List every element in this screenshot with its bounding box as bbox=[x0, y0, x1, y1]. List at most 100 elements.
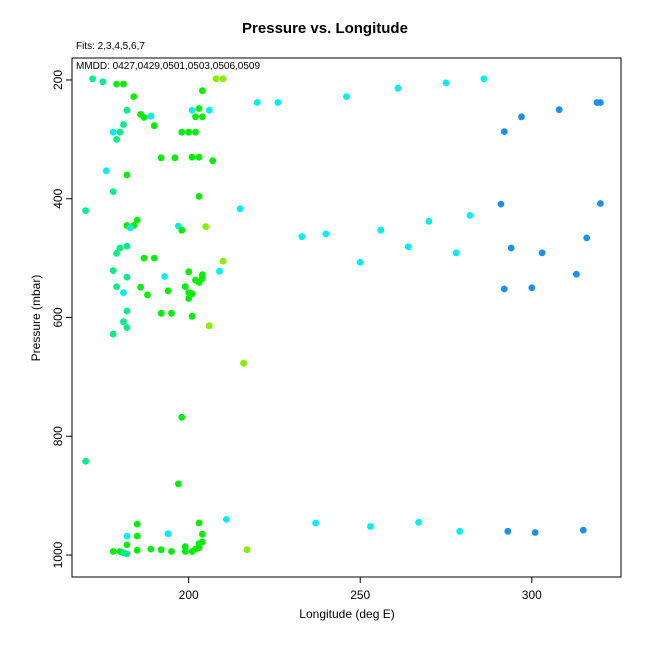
data-point bbox=[243, 546, 251, 554]
data-point bbox=[157, 546, 165, 554]
data-point bbox=[322, 230, 330, 238]
data-point bbox=[205, 106, 213, 114]
x-tick-label: 200 bbox=[179, 588, 199, 602]
data-point bbox=[133, 216, 141, 224]
data-point bbox=[188, 153, 196, 161]
y-tick-label: 1000 bbox=[51, 541, 65, 568]
data-point bbox=[223, 516, 230, 523]
data-point bbox=[113, 283, 120, 290]
data-point bbox=[504, 527, 512, 535]
data-point bbox=[195, 153, 203, 161]
data-point bbox=[178, 128, 186, 136]
data-point bbox=[109, 267, 117, 274]
data-point bbox=[178, 413, 186, 421]
data-point bbox=[219, 257, 227, 265]
data-point bbox=[312, 519, 319, 527]
data-point bbox=[377, 226, 385, 234]
plot-frame bbox=[71, 57, 622, 578]
data-point bbox=[123, 106, 131, 114]
data-point bbox=[113, 250, 120, 257]
data-point bbox=[404, 243, 412, 251]
data-point bbox=[298, 233, 306, 241]
data-point bbox=[82, 457, 90, 465]
x-tick-label: 300 bbox=[522, 588, 542, 602]
data-point bbox=[597, 99, 604, 106]
data-point bbox=[150, 254, 158, 262]
y-axis: 200 400 600 800 1000 bbox=[51, 70, 72, 568]
data-point bbox=[116, 128, 124, 136]
data-point bbox=[99, 78, 107, 86]
fits-subtitle: Fits: 2,3,4,5,6,7 bbox=[76, 41, 145, 52]
x-axis: 200 250 300 bbox=[179, 577, 542, 602]
data-point bbox=[157, 309, 165, 317]
data-point bbox=[123, 171, 131, 179]
data-point bbox=[140, 114, 148, 121]
chart-title: Pressure vs. Longitude bbox=[242, 20, 408, 37]
data-point bbox=[168, 309, 175, 317]
x-axis-title: Longitude (deg E) bbox=[299, 607, 394, 621]
y-tick-label: 200 bbox=[51, 70, 65, 90]
data-point bbox=[113, 80, 120, 88]
data-point bbox=[140, 254, 148, 262]
data-point bbox=[518, 113, 525, 121]
data-point bbox=[583, 234, 591, 242]
data-point bbox=[199, 538, 206, 546]
data-point bbox=[116, 244, 124, 252]
data-point bbox=[188, 106, 196, 114]
data-point bbox=[199, 274, 206, 282]
data-point bbox=[120, 121, 127, 128]
data-point bbox=[126, 224, 134, 232]
data-point bbox=[195, 193, 203, 200]
data-point bbox=[133, 532, 141, 540]
data-point bbox=[113, 136, 120, 143]
data-point bbox=[157, 154, 165, 162]
data-point bbox=[538, 249, 546, 257]
data-point bbox=[253, 99, 261, 106]
data-point bbox=[133, 546, 141, 554]
data-point bbox=[209, 157, 217, 165]
data-point bbox=[109, 548, 117, 555]
data-point bbox=[466, 212, 474, 219]
data-point bbox=[109, 128, 117, 136]
data-point bbox=[240, 359, 248, 367]
mmdd-annotation: MMDD: 0427,0429,0501,0503,0506,0509 bbox=[76, 61, 260, 72]
data-point bbox=[480, 75, 488, 83]
y-tick-label: 600 bbox=[51, 307, 65, 327]
y-tick-label: 400 bbox=[51, 188, 65, 208]
data-point bbox=[202, 223, 210, 231]
data-point bbox=[192, 128, 199, 136]
data-point bbox=[102, 167, 110, 175]
data-point bbox=[82, 207, 90, 215]
data-point bbox=[188, 290, 196, 298]
data-point bbox=[442, 79, 450, 87]
data-point bbox=[425, 217, 433, 225]
data-point bbox=[199, 530, 206, 538]
data-point bbox=[185, 268, 193, 276]
data-point bbox=[500, 128, 508, 136]
data-point bbox=[456, 527, 464, 535]
data-point bbox=[528, 284, 536, 292]
data-point bbox=[555, 106, 563, 114]
data-point bbox=[123, 273, 131, 281]
data-point bbox=[274, 99, 282, 106]
data-point bbox=[236, 205, 244, 213]
data-point bbox=[133, 520, 141, 528]
data-point bbox=[212, 75, 220, 83]
data-point bbox=[415, 519, 422, 526]
data-point bbox=[500, 285, 508, 293]
data-point bbox=[120, 289, 127, 296]
data-point bbox=[185, 295, 193, 302]
data-point bbox=[120, 80, 127, 88]
data-point bbox=[164, 287, 172, 295]
data-point bbox=[181, 548, 189, 555]
data-point bbox=[171, 154, 179, 162]
data-point bbox=[123, 550, 131, 558]
data-point bbox=[130, 93, 138, 100]
data-point bbox=[195, 519, 203, 527]
data-point bbox=[123, 532, 131, 540]
data-point bbox=[452, 249, 460, 257]
data-point bbox=[188, 312, 196, 320]
data-point bbox=[144, 291, 151, 299]
data-point bbox=[123, 324, 131, 331]
data-point bbox=[497, 200, 505, 208]
